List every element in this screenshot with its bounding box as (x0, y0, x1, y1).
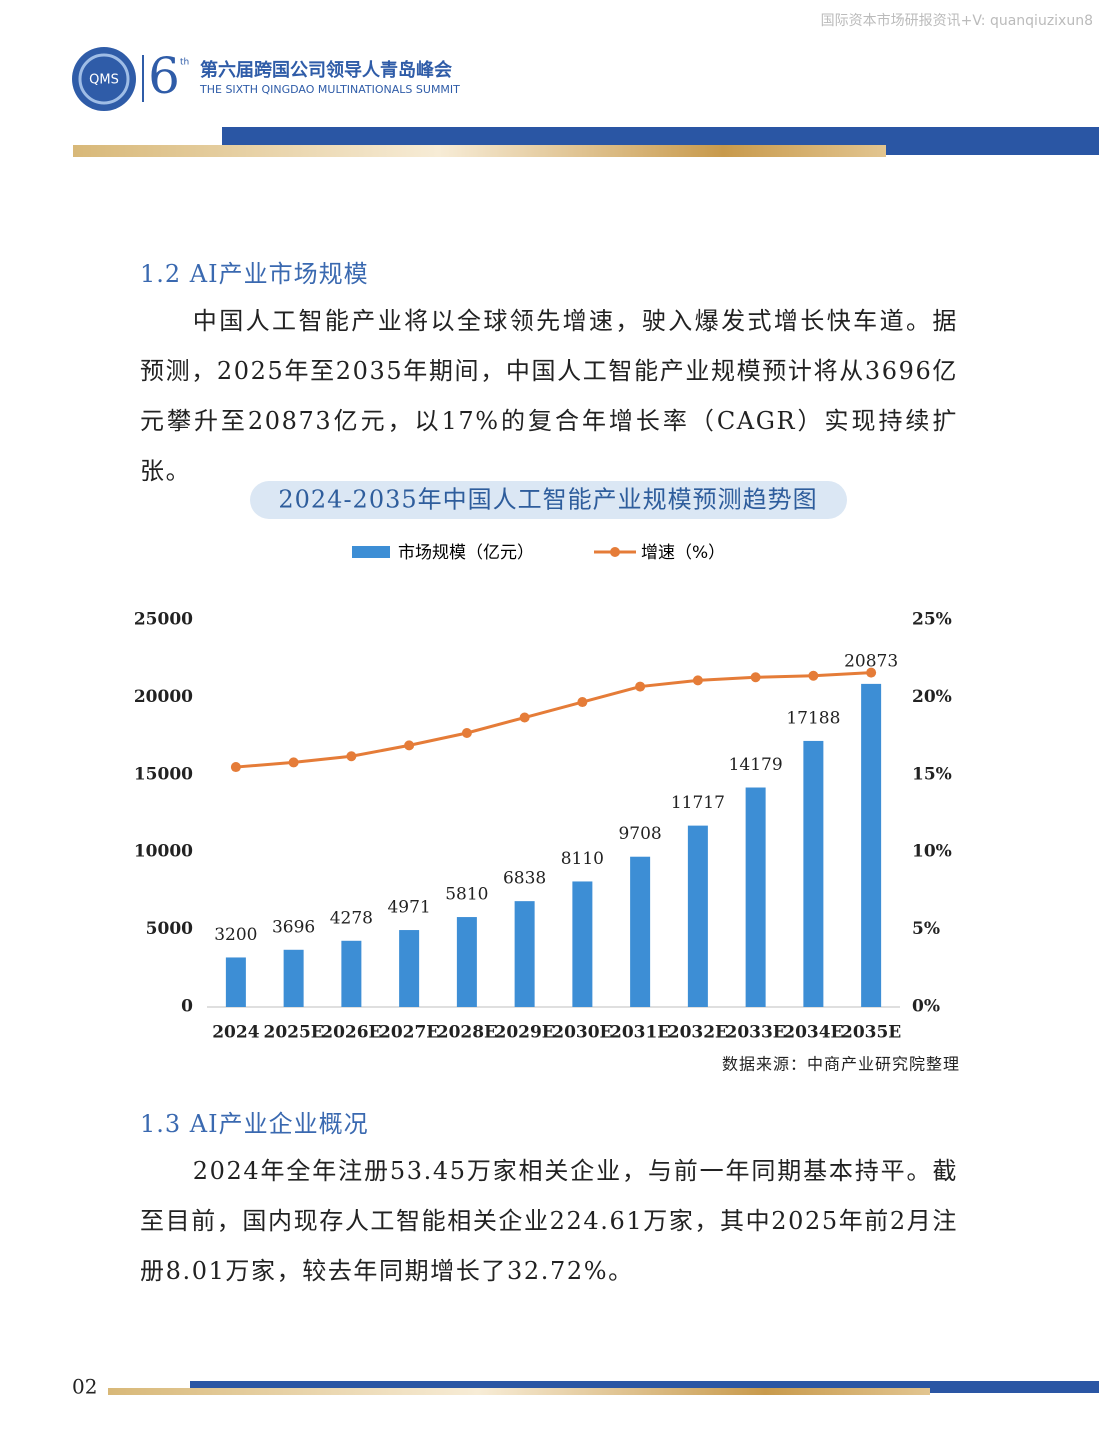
data-label: 17188 (786, 708, 840, 728)
y-tick-label: 5000 (146, 919, 193, 939)
line-marker (750, 672, 761, 683)
data-label: 14179 (729, 755, 783, 775)
x-tick-label: 2028E (437, 1023, 497, 1043)
x-tick-label: 2030E (552, 1023, 612, 1043)
bar (745, 787, 766, 1007)
bar (341, 940, 362, 1007)
x-tick-label: 2034E (783, 1023, 843, 1043)
section-heading: 1.3 AI产业企业概况 (140, 1110, 369, 1138)
logo-ring (78, 53, 130, 105)
y-tick-label: 15000 (134, 764, 193, 784)
data-label: 20873 (844, 651, 898, 671)
x-tick-label: 2026E (321, 1023, 381, 1043)
data-label: 4278 (330, 908, 373, 928)
y-tick-label: 10000 (134, 842, 193, 862)
footer-gold-bar (108, 1388, 930, 1395)
x-tick-label: 2033E (725, 1023, 785, 1043)
bar (225, 957, 246, 1007)
header-gold-bar (73, 145, 886, 157)
data-label: 3200 (214, 925, 257, 945)
bar (687, 825, 708, 1007)
watermark: 国际资本市场研报资讯+V: quanqiuzixun8 (820, 13, 1093, 29)
y2-tick-label: 5% (912, 919, 940, 939)
y2-tick-label: 15% (912, 764, 952, 784)
y2-tick-label: 10% (912, 842, 952, 862)
bar (514, 901, 535, 1007)
paragraph: 2024年全年注册53.45万家相关企业，与前一年同期基本持平。截至目前，国内现… (140, 1157, 958, 1285)
line-marker (866, 667, 877, 678)
line-marker (519, 712, 530, 723)
data-label: 3696 (272, 917, 315, 937)
bar (803, 740, 824, 1007)
data-label: 9708 (618, 824, 661, 844)
x-tick-label: 2029E (494, 1023, 554, 1043)
x-tick-label: 2035E (841, 1023, 901, 1043)
chart: 2024-2035年中国人工智能产业规模预测趋势图 数据来源：中商产业研究院整理… (134, 481, 960, 1074)
legend-label: 增速（%） (641, 543, 725, 563)
logo-suffix: th (180, 58, 189, 68)
y2-tick-label: 25% (912, 610, 952, 630)
y2-tick-label: 0% (912, 997, 940, 1017)
data-label: 6838 (503, 869, 546, 889)
bar (630, 856, 651, 1007)
data-label: 8110 (561, 849, 604, 869)
page-number: 02 (72, 1375, 97, 1399)
x-tick-label: 2024 (212, 1023, 259, 1043)
legend-swatch (352, 546, 390, 558)
legend-swatch (610, 547, 620, 557)
line-marker (577, 697, 588, 708)
line-marker (288, 757, 299, 768)
x-tick-label: 2027E (379, 1023, 439, 1043)
line-marker (346, 751, 357, 762)
y-tick-label: 20000 (134, 687, 193, 707)
x-tick-label: 2025E (263, 1023, 323, 1043)
chart-source: 数据来源：中商产业研究院整理 (722, 1055, 960, 1074)
line-marker (692, 675, 703, 686)
line (235, 671, 872, 769)
bar (572, 881, 593, 1007)
footer: 02 (72, 1375, 1099, 1399)
bar (283, 949, 304, 1007)
x-tick-label: 2031E (610, 1023, 670, 1043)
line-marker (808, 670, 819, 681)
line-marker (635, 681, 646, 692)
header-title-cn: 第六届跨国公司领导人青岛峰会 (200, 59, 452, 81)
section-heading: 1.2 AI产业市场规模 (140, 260, 369, 288)
logo-mark: QMS (89, 73, 119, 88)
header: QMS 6 th 第六届跨国公司领导人青岛峰会 THE SIXTH QINGDA… (72, 47, 1099, 157)
logo-number: 6 (148, 47, 180, 105)
bar (399, 930, 420, 1007)
chart-title-bg (250, 481, 847, 519)
data-label: 4971 (387, 898, 430, 918)
y-tick-label: 25000 (134, 610, 193, 630)
line-marker (230, 762, 241, 773)
data-label: 11717 (671, 793, 725, 813)
chart-title: 2024-2035年中国人工智能产业规模预测趋势图 (278, 486, 817, 514)
line-marker (461, 728, 472, 739)
paragraph: 中国人工智能产业将以全球领先增速，驶入爆发式增长快车道。据预测，2025年至20… (140, 307, 958, 485)
y2-tick-label: 20% (912, 687, 952, 707)
header-title-en: THE SIXTH QINGDAO MULTINATIONALS SUMMIT (199, 83, 460, 96)
bar (456, 917, 477, 1007)
line-marker (404, 740, 415, 751)
legend-label: 市场规模（亿元） (398, 543, 534, 563)
y-tick-label: 0 (181, 997, 193, 1017)
data-label: 5810 (445, 885, 488, 905)
x-tick-label: 2032E (668, 1023, 728, 1043)
bar (861, 683, 882, 1007)
